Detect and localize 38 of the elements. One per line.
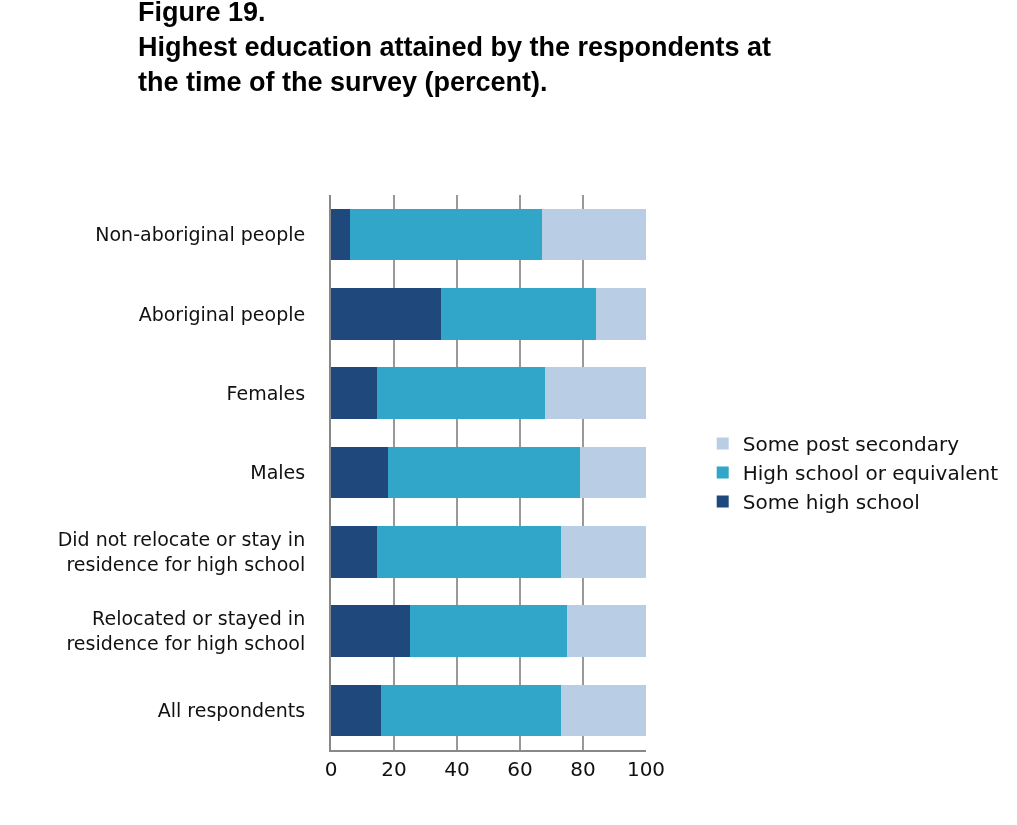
- bar: [376, 526, 561, 578]
- y-tick-label: Aboriginal people: [138, 302, 306, 325]
- bar: [381, 684, 561, 737]
- x-tick-label: 60: [507, 757, 533, 781]
- bar: [560, 526, 646, 578]
- bar: [579, 446, 646, 499]
- legend-label: Some high school: [742, 490, 920, 515]
- bar: [387, 446, 580, 499]
- x-tick-label: 20: [381, 757, 407, 781]
- x-tick-label: 40: [444, 757, 470, 781]
- chart-title: Figure 19. Highest education attained by the respondents at the time of the survey (percent).: [138, 0, 772, 97]
- bar: [545, 367, 646, 419]
- bar: [331, 208, 350, 261]
- bar: [542, 208, 646, 261]
- bar: [376, 367, 546, 419]
- bar: [331, 526, 377, 578]
- x-tick-label: 0: [324, 757, 338, 781]
- y-tick-label: Relocated or stayed in residence for high school: [66, 607, 306, 655]
- y-tick-label: Males: [250, 461, 306, 484]
- bar: [331, 367, 377, 419]
- y-tick-label: Did not relocate or stay in residence for high school: [57, 528, 306, 575]
- legend-label: High school or equivalent: [742, 461, 999, 486]
- bar: [567, 605, 646, 657]
- x-tick-label: 100: [626, 757, 666, 781]
- x-tick-label: 80: [570, 757, 596, 781]
- y-tick-label: All respondents: [157, 699, 306, 722]
- bar: [331, 605, 410, 657]
- legend-label: Some post secondary: [742, 432, 960, 457]
- bar: [409, 605, 568, 657]
- bar: [441, 288, 596, 340]
- bar: [595, 288, 646, 340]
- bar: [331, 288, 442, 340]
- bar: [560, 684, 646, 737]
- bar: [331, 446, 388, 499]
- bar: [331, 684, 382, 737]
- bar: [349, 208, 543, 261]
- y-tick-label: Non-aboriginal people: [95, 223, 306, 246]
- y-tick-label: Females: [226, 381, 306, 404]
